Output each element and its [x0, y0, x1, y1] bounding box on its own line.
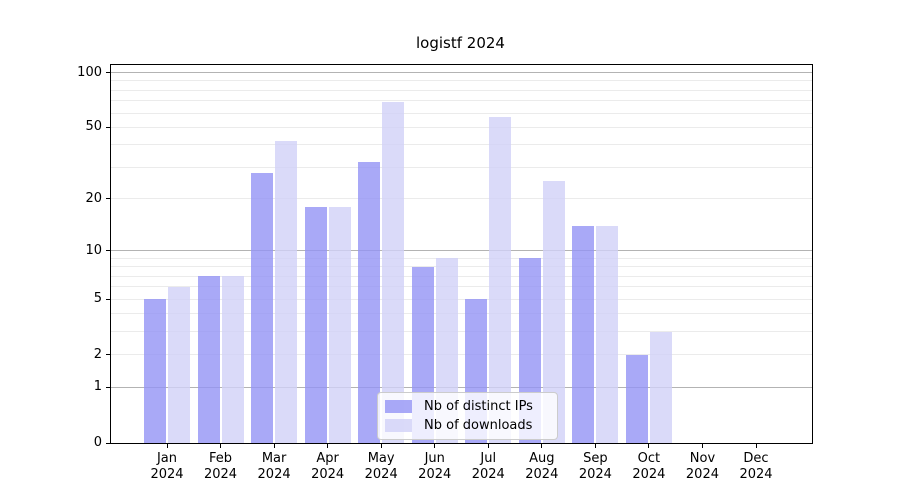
- x-tick: [594, 444, 596, 448]
- gridline-minor: [111, 198, 812, 200]
- bar-distinct-ips: [304, 206, 327, 443]
- gridline-minor: [111, 275, 812, 277]
- gridline-major: [111, 72, 812, 74]
- legend-item-downloads: Nb of downloads: [385, 417, 549, 434]
- gridline-minor: [111, 144, 812, 146]
- y-tick-label: 50: [85, 119, 102, 135]
- y-tick: [106, 386, 110, 388]
- legend: Nb of distinct IPs Nb of downloads: [377, 392, 558, 440]
- y-tick: [106, 198, 110, 200]
- bar-downloads: [382, 102, 405, 443]
- x-tick-label: Feb 2024: [203, 451, 238, 482]
- y-tick: [106, 250, 110, 252]
- gridline-minor: [111, 112, 812, 114]
- y-tick: [106, 72, 110, 74]
- gridline-minor: [111, 331, 812, 333]
- grid-layer: [111, 65, 812, 443]
- gridline-minor: [111, 89, 812, 91]
- x-tick-label: Aug 2024: [525, 451, 559, 482]
- axis-layer: Jan 2024 Feb 2024 Mar 2024 Apr 2024 May 2024 Jun 20…: [77, 65, 812, 482]
- gridline-major: [111, 386, 812, 388]
- x-tick: [220, 444, 222, 448]
- bar-distinct-ips: [625, 354, 648, 443]
- x-tick: [273, 444, 275, 448]
- gridline-minor: [111, 286, 812, 288]
- y-tick-label: 2: [93, 346, 102, 362]
- x-tick-label: Jul 2024: [471, 451, 505, 482]
- x-tick: [755, 444, 757, 448]
- x-tick: [380, 444, 382, 448]
- y-tick: [106, 126, 110, 128]
- legend-item-distinct-ips: Nb of distinct IPs: [385, 398, 549, 415]
- x-tick: [166, 444, 168, 448]
- legend-label-distinct-ips: Nb of distinct IPs: [424, 399, 533, 414]
- gridline-major: [111, 250, 812, 252]
- gridline-minor: [111, 313, 812, 315]
- bar-distinct-ips: [251, 172, 274, 443]
- x-tick: [487, 444, 489, 448]
- bar-downloads: [221, 276, 244, 443]
- y-tick-label: 100: [77, 64, 102, 80]
- bar-downloads: [168, 286, 190, 443]
- gridline-minor: [111, 298, 812, 300]
- x-tick: [434, 444, 436, 448]
- y-tick-label: 1: [93, 379, 102, 395]
- bar-distinct-ips: [197, 276, 220, 443]
- gridline-minor: [111, 100, 812, 102]
- y-tick-label: 0: [93, 435, 102, 450]
- bar-distinct-ips: [572, 225, 595, 443]
- y-tick-label: 5: [93, 291, 102, 307]
- x-tick-label: Nov 2024: [685, 451, 719, 482]
- gridline-minor: [111, 80, 812, 82]
- bar-distinct-ips: [358, 162, 381, 443]
- x-tick-label: Jun 2024: [418, 451, 452, 482]
- bar-downloads: [649, 331, 672, 443]
- chart-title: logistf 2024: [416, 34, 505, 52]
- x-tick: [648, 444, 650, 448]
- y-tick: [106, 298, 110, 300]
- legend-swatch-distinct-ips: [385, 400, 412, 413]
- bar-downloads: [489, 117, 512, 443]
- x-tick: [327, 444, 329, 448]
- x-tick-label: Sep 2024: [578, 451, 612, 482]
- x-tick-label: Jan 2024: [150, 451, 184, 482]
- x-tick-label: Oct 2024: [632, 451, 666, 482]
- bar-downloads: [275, 141, 298, 443]
- gridline-minor: [111, 126, 812, 128]
- gridline-minor: [111, 354, 812, 356]
- x-tick-label: Dec 2024: [739, 451, 773, 482]
- y-tick: [106, 354, 110, 356]
- bar-downloads: [328, 206, 351, 443]
- gridline-minor: [111, 257, 812, 259]
- gridline-minor: [111, 166, 812, 168]
- bar-distinct-ips: [144, 299, 166, 443]
- y-tick: [106, 442, 110, 444]
- y-tick-label: 10: [85, 242, 102, 258]
- y-tick-label: 20: [85, 190, 102, 206]
- bar-downloads: [542, 181, 565, 443]
- x-tick: [701, 444, 703, 448]
- plot-area: Jan 2024 Feb 2024 Mar 2024 Apr 2024 May 2024 Jun 20…: [77, 64, 813, 482]
- gridline-minor: [111, 266, 812, 268]
- x-tick-label: Mar 2024: [257, 451, 291, 482]
- legend-label-downloads: Nb of downloads: [424, 418, 533, 433]
- legend-swatch-downloads: [385, 419, 412, 432]
- x-tick-label: May 2024: [364, 451, 398, 482]
- bar-downloads: [596, 225, 619, 443]
- x-tick: [541, 444, 543, 448]
- x-tick-label: Apr 2024: [311, 451, 345, 482]
